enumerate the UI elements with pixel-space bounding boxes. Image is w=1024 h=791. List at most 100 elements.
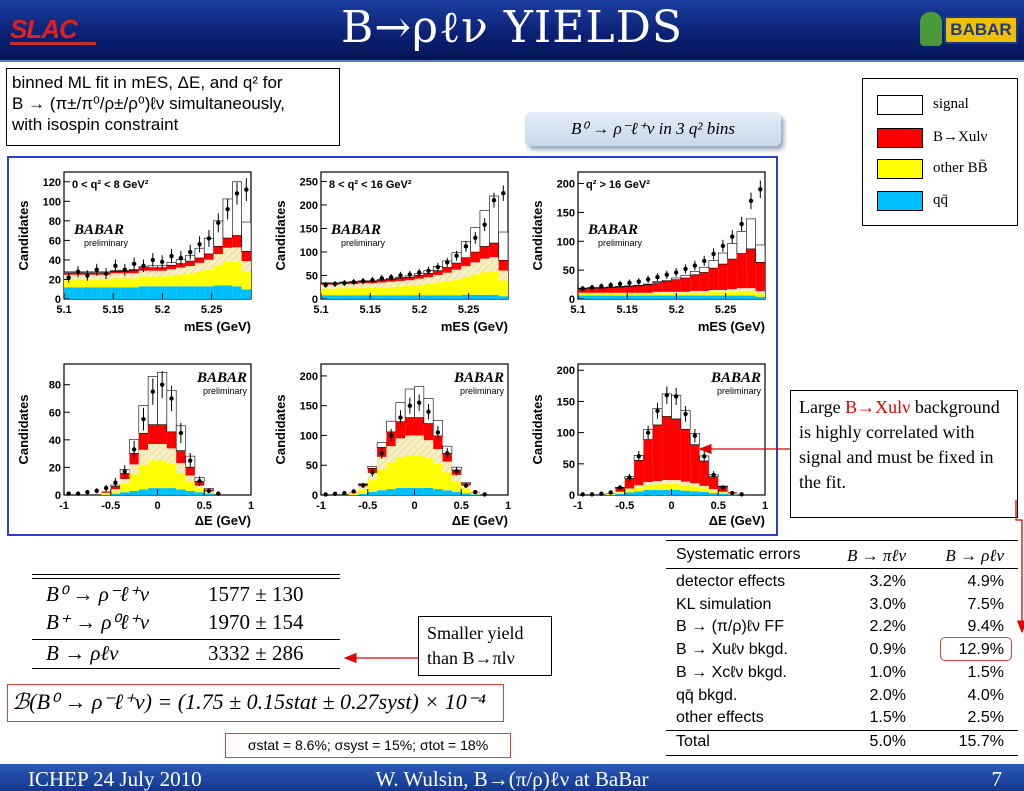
- stack-bar-bxulv: [708, 268, 719, 290]
- stack-bar-qq: [349, 295, 359, 299]
- stack-bar-signal: [633, 284, 644, 287]
- stack-bar-bxulv: [690, 444, 700, 484]
- stack-bar-qq: [615, 295, 625, 299]
- table-rule: [32, 578, 340, 579]
- stack-bar-qq: [662, 490, 672, 495]
- stack-bar-qq: [138, 286, 149, 299]
- table-row: B → (π/ρ)ℓν FF 2.2% 9.4%: [666, 616, 1018, 639]
- data-point: [473, 489, 478, 495]
- stack-bar-qq: [358, 493, 368, 495]
- x-tick-label: 5.25: [201, 304, 222, 316]
- data-point: [66, 275, 71, 280]
- table-header-row: Systematic errors B → πℓν B → ρℓν: [666, 544, 1018, 567]
- stack-bar-signal: [699, 266, 710, 273]
- x-tick-label: -0.5: [358, 500, 377, 512]
- stack-bar-hatch: [176, 267, 186, 275]
- stack-bar-hatch: [110, 489, 121, 491]
- x-tick-label: -1: [59, 500, 69, 512]
- table-row: other effects 1.5% 2.5%: [666, 707, 1018, 730]
- y-tick-label: 50: [563, 459, 575, 471]
- legend-swatch: [877, 191, 923, 211]
- x-tick-label: 5.2: [155, 304, 170, 316]
- footer-bar: [0, 764, 1024, 791]
- stack-bar-hatch: [222, 247, 233, 262]
- stack-bar-signal: [680, 275, 691, 279]
- stack-bar-qq: [708, 493, 719, 495]
- stack-bar-otherbb: [643, 293, 653, 296]
- table-cell: 4.9%: [967, 573, 1004, 590]
- data-point: [188, 458, 193, 463]
- stack-bar-hatch: [358, 283, 368, 288]
- stack-bar-otherbb: [755, 293, 765, 297]
- legend-label: other BB̄: [933, 160, 988, 176]
- stack-bar-hatch: [587, 292, 597, 294]
- stack-bar-qq: [82, 287, 93, 299]
- stack-bar-otherbb: [204, 269, 214, 287]
- stack-bar-qq: [662, 295, 672, 299]
- stack-bar-otherbb: [73, 279, 83, 288]
- table-rule: [666, 568, 1018, 569]
- y-tick-label: 150: [557, 396, 575, 408]
- total-rho: 15.7%: [958, 733, 1004, 750]
- desc-line-2: B → (π±/π⁰/ρ±/ρ⁰)ℓν simultaneously,: [12, 94, 285, 113]
- stack-bar-qq: [634, 295, 644, 299]
- elephant-icon: [920, 12, 942, 46]
- data-point: [360, 278, 366, 284]
- stack-bar-qq: [451, 295, 462, 299]
- desc-line-1: binned ML fit in mES, ΔE, and q² for: [12, 73, 283, 92]
- stack-bar-qq: [461, 294, 471, 299]
- legend-swatch: [877, 95, 923, 115]
- stack-bar-bxulv: [727, 259, 737, 290]
- table-cell: qq̄ bkgd.: [676, 686, 738, 704]
- stack-bar-otherbb: [395, 456, 406, 488]
- stack-bar-otherbb: [157, 276, 167, 287]
- x-tick-label: 0.5: [454, 500, 469, 512]
- babar-brand-label: BABAR: [330, 222, 381, 238]
- table-row: B → Xuℓν bkgd. 0.9% 12.9%: [666, 639, 1018, 662]
- stack-bar-signal: [661, 279, 672, 282]
- stack-bar-hatch: [690, 290, 700, 293]
- data-point: [673, 270, 679, 275]
- stack-bar-hatch: [578, 292, 588, 294]
- y-tick-label: 50: [563, 265, 575, 277]
- y-tick-label: 0: [569, 294, 575, 306]
- x-tick-label: 5.25: [458, 304, 479, 316]
- stack-bar-otherbb: [101, 493, 111, 495]
- stack-bar-otherbb: [148, 460, 158, 489]
- stack-bar-qq: [498, 296, 508, 299]
- x-tick-label: -1: [573, 500, 583, 512]
- x-tick-label: 5.2: [412, 304, 427, 316]
- data-point: [323, 492, 328, 497]
- y-tick-label: 150: [557, 207, 575, 219]
- data-point: [206, 488, 212, 494]
- stack-bar-qq: [194, 286, 205, 299]
- x-axis-label: mES (GeV): [698, 319, 765, 334]
- stack-bar-qq: [185, 490, 195, 495]
- data-point: [197, 242, 202, 247]
- stack-bar-signal: [689, 270, 700, 276]
- data-point: [407, 272, 413, 277]
- stack-bar-qq: [596, 295, 607, 299]
- desc-line-3: with isospin constraint: [12, 115, 179, 134]
- data-point: [720, 243, 726, 249]
- data-point: [225, 206, 230, 212]
- stack-bar-otherbb: [634, 293, 644, 296]
- data-point: [94, 267, 99, 272]
- stack-bar-hatch: [129, 464, 139, 475]
- stack-bar-otherbb: [652, 484, 663, 491]
- stack-bar-qq: [405, 487, 415, 495]
- data-point: [599, 284, 604, 289]
- stack-bar-hatch: [451, 474, 462, 482]
- stack-bar-otherbb: [138, 276, 149, 287]
- stack-bar-otherbb: [662, 483, 672, 491]
- stack-bar-otherbb: [232, 261, 242, 287]
- data-point: [351, 489, 356, 494]
- data-point: [683, 266, 688, 272]
- slac-logo: SLAC: [10, 14, 78, 44]
- babar-logo: BABAR: [918, 12, 1018, 46]
- data-point: [370, 470, 375, 475]
- uncertainty-summary: σstat = 8.6%; σsyst = 15%; σtot = 18%: [225, 733, 511, 758]
- callout-text-rest: background is highly correlated with sig…: [799, 397, 1000, 492]
- stack-bar-qq: [624, 492, 635, 495]
- y-tick-label: 250: [300, 176, 318, 188]
